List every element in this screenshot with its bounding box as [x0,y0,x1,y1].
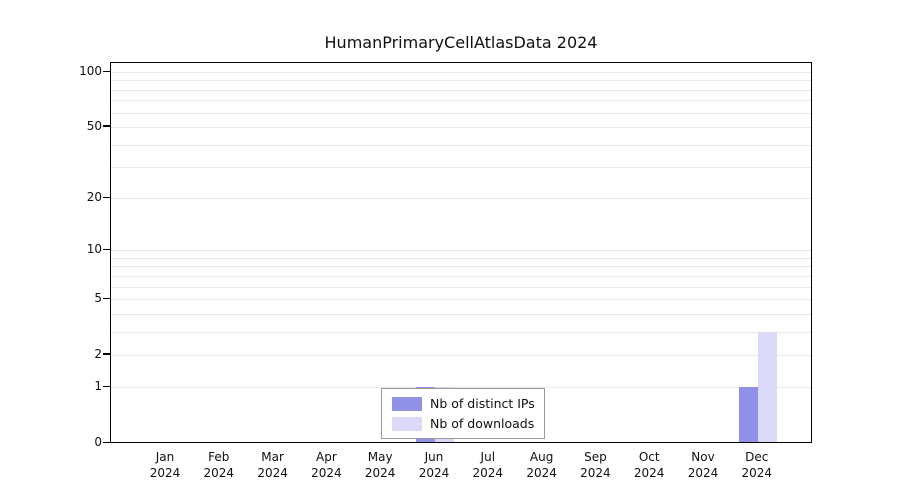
gridline [111,89,811,91]
y-tick-mark [103,353,110,355]
legend-item-downloads: Nb of downloads [392,416,534,431]
y-tick-label: 20 [86,190,102,205]
legend-item-distinct-ips: Nb of distinct IPs [392,396,535,411]
y-tick-label: 10 [86,242,102,257]
gridline [111,257,811,259]
y-tick-mark [103,441,110,443]
y-tick-label: 2 [94,346,102,361]
y-tick-mark [103,196,110,199]
gridline [111,112,811,114]
y-tick-mark [103,70,110,72]
y-tick-label: 100 [79,64,102,78]
y-tick-mark [103,125,110,127]
gridline [111,354,811,356]
gridline [111,166,811,168]
legend-label-downloads: Nb of downloads [430,416,535,431]
legend-swatch-distinct-ips [392,396,422,411]
legend: Nb of distinct IPs Nb of downloads [381,388,545,439]
x-tick-label: Jun 2024 [418,450,450,480]
gridline [111,144,811,146]
y-tick-mark [103,248,110,251]
y-tick-label: 0 [94,435,102,449]
gridline [111,286,811,288]
legend-swatch-downloads [392,416,422,431]
plot-area [110,62,812,443]
y-tick-mark [103,297,110,299]
x-tick-label: May 2024 [364,450,396,480]
bar-distinct-ips-dec [738,387,758,442]
gridline [111,299,811,300]
x-tick-label: Nov 2024 [687,450,719,480]
x-tick-label: Jan 2024 [149,450,181,480]
x-tick-label: Oct 2024 [633,450,665,480]
bar-downloads-dec [757,331,777,442]
y-tick-label: 5 [94,291,102,305]
chart-title: HumanPrimaryCellAtlasData 2024 [324,33,598,52]
legend-label-distinct-ips: Nb of distinct IPs [430,396,535,411]
x-tick-label: Mar 2024 [257,450,288,480]
x-tick-label: Dec 2024 [741,450,773,480]
y-tick-mark [103,385,110,388]
gridline [111,266,811,268]
gridline [111,313,811,315]
gridline [111,72,811,73]
gridline [111,80,811,82]
x-tick-label: Jul 2024 [472,450,504,480]
gridline [111,126,811,128]
x-tick-label: Aug 2024 [526,450,557,480]
gridline [111,387,811,389]
gridline [111,331,811,333]
y-tick-label: 50 [86,118,102,133]
gridline [111,250,811,252]
x-tick-label: Apr 2024 [311,450,342,480]
gridline [111,198,811,200]
gridline [111,275,811,277]
x-tick-label: Feb 2024 [203,450,235,480]
gridline [111,100,811,102]
x-tick-label: Sep 2024 [580,450,611,480]
y-tick-label: 1 [94,379,102,394]
